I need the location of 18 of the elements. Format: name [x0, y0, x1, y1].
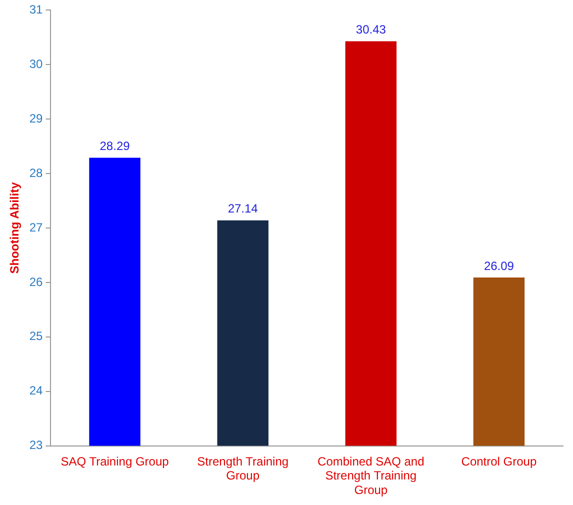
y-tick-label: 27 — [29, 220, 44, 234]
data-label: 26.09 — [484, 258, 514, 273]
y-tick-label: 30 — [29, 56, 44, 71]
y-tick-label: 24 — [29, 384, 44, 398]
x-tick-label: Combined SAQ and Strength Training Group — [318, 454, 424, 498]
data-label: 27.14 — [228, 202, 258, 216]
x-tick-label: SAQ Training Group — [60, 454, 170, 468]
y-tick-label: 26 — [29, 274, 44, 289]
y-tick-label: 23 — [29, 438, 44, 452]
y-axis-title: Shooting Ability — [8, 182, 22, 274]
x-tick-label: Control Group — [461, 454, 537, 468]
y-tick-label: 31 — [29, 2, 44, 17]
x-tick-label: Strength Training Group — [197, 454, 289, 483]
y-tick-label: 29 — [29, 111, 44, 126]
data-label: 28.29 — [100, 139, 130, 154]
y-tick-label: 28 — [29, 166, 44, 180]
y-tick-label: 25 — [29, 329, 44, 344]
data-label: 30.43 — [356, 22, 386, 37]
